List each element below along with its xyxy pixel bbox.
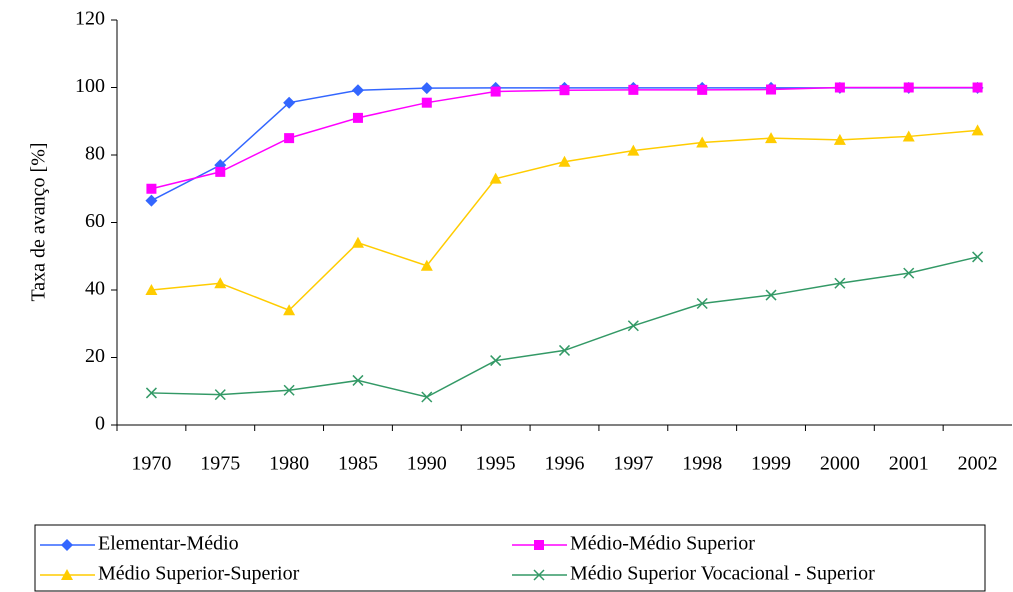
- x-tick-label: 1985: [338, 453, 378, 475]
- y-tick-label: 0: [95, 413, 105, 435]
- data-point: [351, 84, 364, 97]
- legend-marker: [61, 569, 73, 580]
- data-point: [902, 130, 915, 142]
- data-point: [352, 112, 363, 123]
- x-tick-label: 2001: [889, 453, 929, 475]
- data-point: [834, 82, 845, 93]
- x-tick-label: 2002: [958, 453, 998, 475]
- data-point: [146, 183, 157, 194]
- y-tick-label: 80: [85, 143, 105, 165]
- data-point: [215, 166, 226, 177]
- x-tick-label: 1975: [200, 453, 240, 475]
- data-point: [833, 133, 846, 145]
- data-point: [972, 82, 983, 93]
- data-point: [283, 96, 296, 109]
- legend-label: Médio Superior Vocacional - Superior: [570, 563, 875, 585]
- x-tick-label: 1999: [751, 453, 791, 475]
- x-tick-label: 1990: [407, 453, 447, 475]
- data-point: [145, 284, 158, 295]
- y-tick-label: 120: [75, 8, 105, 30]
- y-axis-label: Taxa de avanço [%]: [28, 142, 50, 301]
- data-point: [283, 384, 295, 396]
- x-tick-label: 1997: [613, 453, 653, 475]
- data-point: [558, 344, 571, 356]
- data-point: [421, 97, 432, 108]
- legend-marker: [61, 539, 73, 551]
- data-point: [284, 133, 295, 144]
- x-tick-label: 1996: [545, 453, 585, 475]
- series-line: [151, 86, 978, 190]
- data-point: [420, 82, 433, 95]
- legend-label: Médio-Médio Superior: [570, 533, 755, 555]
- data-point: [834, 277, 846, 289]
- data-point: [765, 289, 777, 301]
- data-point: [214, 389, 226, 401]
- data-point: [903, 82, 914, 93]
- data-point: [627, 144, 640, 156]
- data-point: [696, 136, 709, 148]
- data-point: [558, 155, 571, 167]
- y-tick-label: 100: [75, 75, 105, 97]
- data-point: [420, 259, 433, 271]
- data-point: [490, 355, 502, 367]
- data-point: [971, 124, 984, 136]
- legend-marker: [533, 569, 545, 581]
- data-point: [351, 236, 364, 248]
- x-tick-label: 1995: [476, 453, 516, 475]
- data-point: [697, 84, 708, 95]
- legend-label: Médio Superior-Superior: [98, 563, 300, 585]
- y-tick-label: 60: [85, 210, 105, 232]
- data-point: [627, 320, 639, 332]
- data-point: [145, 194, 158, 207]
- data-point: [283, 304, 296, 316]
- data-point: [628, 84, 639, 95]
- x-tick-label: 1970: [131, 453, 171, 475]
- data-point: [214, 277, 227, 289]
- legend-marker: [534, 540, 544, 550]
- x-tick-label: 2000: [820, 453, 860, 475]
- y-tick-label: 20: [85, 345, 105, 367]
- x-tick-label: 1998: [682, 453, 722, 475]
- data-point: [766, 84, 777, 95]
- data-point: [145, 387, 157, 399]
- data-point: [972, 251, 984, 263]
- data-point: [352, 374, 364, 386]
- data-point: [903, 267, 915, 279]
- data-point: [696, 297, 708, 310]
- x-tick-label: 1980: [269, 453, 309, 475]
- data-point: [559, 85, 570, 96]
- series-line: [151, 256, 978, 398]
- data-point: [489, 172, 502, 184]
- legend-label: Elementar-Médio: [98, 533, 239, 555]
- data-point: [490, 86, 501, 97]
- y-tick-label: 40: [85, 278, 105, 300]
- data-point: [765, 132, 778, 144]
- legend-box: [34, 524, 986, 592]
- data-point: [421, 391, 433, 403]
